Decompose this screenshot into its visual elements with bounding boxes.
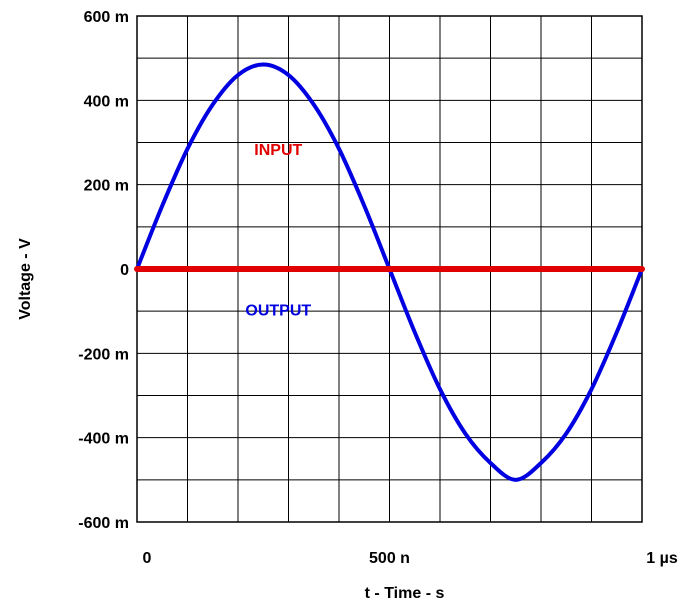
y-tick-label-2: 200 m [84, 178, 129, 195]
y-axis-tick-labels: 600 m 400 m 200 m 0 -200 m -400 m -600 m [78, 9, 129, 532]
x-tick-label-1: 500 n [369, 550, 410, 567]
series-layer [134, 62, 645, 482]
annotation-input: INPUT [254, 142, 302, 159]
x-tick-label-0: 0 [143, 550, 152, 567]
y-axis-label: Voltage - V [17, 238, 34, 320]
y-tick-label-0: 600 m [84, 9, 129, 26]
x-tick-label-2: 1 µs [646, 550, 678, 567]
x-axis-tick-labels: 0 500 n 1 µs [143, 550, 678, 567]
annotation-output: OUTPUT [245, 302, 311, 319]
x-axis-label: t - Time - s [365, 585, 445, 602]
y-tick-label-4: -200 m [78, 346, 129, 363]
y-tick-label-5: -400 m [78, 431, 129, 448]
series-annotations: INPUT OUTPUT [245, 142, 311, 319]
y-tick-label-1: 400 m [84, 93, 129, 110]
y-tick-label-3: 0 [120, 262, 129, 279]
y-tick-label-6: -600 m [78, 515, 129, 532]
